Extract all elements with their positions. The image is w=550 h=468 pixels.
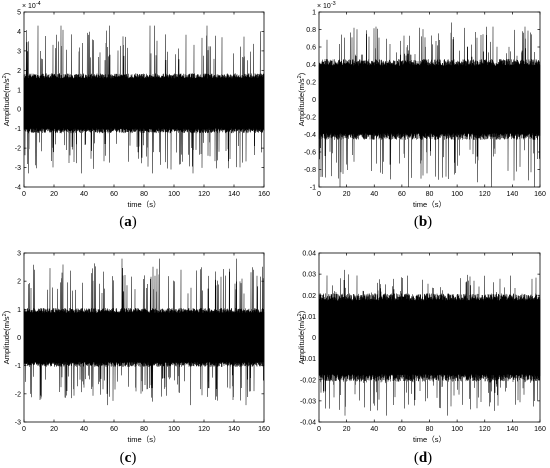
y-tick-label: 0 <box>312 97 316 104</box>
x-tick-label: 140 <box>507 191 519 198</box>
panel-caption: (a) <box>119 214 137 230</box>
x-tick-label: 160 <box>258 426 270 433</box>
y-tick-label: -3 <box>15 420 21 427</box>
chart-panel-a: 0 20 40 60 80 100 120 140 160 -4 -3 -2 -1 0 1 2 3 4 5× 10-… <box>2 1 270 230</box>
x-tick-label: 120 <box>198 191 210 198</box>
x-tick-label: 20 <box>50 426 58 433</box>
x-tick-label: 120 <box>479 426 491 433</box>
chart-panel-d: 0 20 40 60 80 100 120 140 160 -0.04 -0.03 -0.02 -0.0… <box>297 251 546 467</box>
y-tick-label: -2 <box>15 146 21 153</box>
y-tick-label: -0.2 <box>304 115 316 122</box>
y-tick-label: 3 <box>17 251 21 258</box>
x-tick-label: 160 <box>258 191 270 198</box>
signal-trace <box>23 25 265 174</box>
x-tick-label: 140 <box>507 426 519 433</box>
y-tick-label: 0.01 <box>302 314 316 321</box>
y-tick-label: -1 <box>15 126 21 133</box>
x-tick-label: 80 <box>426 426 434 433</box>
x-tick-label: 160 <box>534 426 546 433</box>
x-tick-label: 40 <box>370 426 378 433</box>
y-tick-label: 1 <box>312 10 316 17</box>
x-tick-label: 100 <box>168 426 180 433</box>
chart-panel-b: 0 20 40 60 80 100 120 140 160 -1 -0.8 -0.6 -0.4 -0.2 0… <box>297 1 546 230</box>
x-tick-label: 100 <box>451 426 463 433</box>
y-tick-label: 1 <box>17 307 21 314</box>
x-tick-label: 80 <box>140 191 148 198</box>
x-tick-label: 40 <box>370 191 378 198</box>
x-axis-label: time（s） <box>413 435 446 444</box>
chart-panel-c: 0 20 40 60 80 100 120 140 160 -3 -2 -1 0 1 2 3 time（s） Am… <box>2 251 270 467</box>
panel-caption: (c) <box>120 450 137 466</box>
y-tick-label: 2 <box>17 68 21 75</box>
signal-trace <box>23 258 265 406</box>
y-tick-label: 0.04 <box>302 251 316 258</box>
y-tick-label: 0 <box>17 107 21 114</box>
x-tick-label: 60 <box>398 426 406 433</box>
y-tick-label: -0.03 <box>300 398 316 405</box>
x-tick-label: 20 <box>50 191 58 198</box>
y-tick-label: 0.02 <box>302 293 316 300</box>
x-tick-label: 20 <box>343 426 351 433</box>
x-tick-label: 0 <box>317 426 321 433</box>
x-tick-label: 100 <box>451 191 463 198</box>
y-tick-label: 5 <box>17 10 21 17</box>
panel-caption: (d) <box>414 450 432 466</box>
y-tick-label: -1 <box>310 185 316 192</box>
y-tick-label: -0.4 <box>304 132 316 139</box>
x-tick-label: 140 <box>228 191 240 198</box>
x-axis-label: time（s） <box>128 435 161 444</box>
x-axis-label: time（s） <box>128 200 161 209</box>
y-tick-label: -3 <box>15 165 21 172</box>
signal-trace <box>318 269 541 416</box>
x-tick-label: 40 <box>80 191 88 198</box>
y-axis-label: Amplitude(m/s2) <box>297 72 306 126</box>
y-tick-label: 1 <box>17 87 21 94</box>
y-tick-label: 0.03 <box>302 272 316 279</box>
x-tick-label: 120 <box>479 191 491 198</box>
y-axis-label: Amplitude(m/s2) <box>297 310 306 364</box>
y-tick-label: 0.8 <box>306 27 316 34</box>
x-tick-label: 80 <box>140 426 148 433</box>
x-tick-label: 60 <box>398 191 406 198</box>
y-tick-label: -0.02 <box>300 377 316 384</box>
x-tick-label: 160 <box>534 191 546 198</box>
x-tick-label: 60 <box>110 426 118 433</box>
y-tick-label: -0.8 <box>304 167 316 174</box>
y-tick-label: -0.6 <box>304 150 316 157</box>
x-tick-label: 120 <box>198 426 210 433</box>
x-tick-label: 100 <box>168 191 180 198</box>
y-axis-label: Amplitude(m/s2) <box>2 310 11 364</box>
y-tick-label: 0 <box>312 335 316 342</box>
x-axis-label: time（s） <box>413 200 446 209</box>
y-tick-label: -2 <box>15 391 21 398</box>
y-tick-label: -0.01 <box>300 356 316 363</box>
y-tick-label: -1 <box>15 363 21 370</box>
y-tick-label: 0.2 <box>306 80 316 87</box>
x-tick-label: 20 <box>343 191 351 198</box>
signal-trace <box>318 22 541 188</box>
panel-caption: (b) <box>414 214 432 230</box>
y-tick-label: 3 <box>17 48 21 55</box>
y-axis-label: Amplitude(m/s2) <box>2 72 11 126</box>
y-tick-label: 0 <box>17 335 21 342</box>
x-tick-label: 0 <box>317 191 321 198</box>
y-tick-label: 0.6 <box>306 45 316 52</box>
y-exponent-label: × 10-3 <box>317 1 336 10</box>
x-tick-label: 140 <box>228 426 240 433</box>
x-tick-label: 0 <box>22 191 26 198</box>
y-exponent-label: × 10-4 <box>22 1 41 10</box>
y-tick-label: 4 <box>17 29 21 36</box>
y-tick-label: 0.4 <box>306 62 316 69</box>
y-tick-label: 2 <box>17 279 21 286</box>
x-tick-label: 60 <box>110 191 118 198</box>
x-tick-label: 40 <box>80 426 88 433</box>
x-tick-label: 0 <box>22 426 26 433</box>
y-tick-label: -4 <box>15 185 21 192</box>
y-tick-label: -0.04 <box>300 420 316 427</box>
x-tick-label: 80 <box>426 191 434 198</box>
